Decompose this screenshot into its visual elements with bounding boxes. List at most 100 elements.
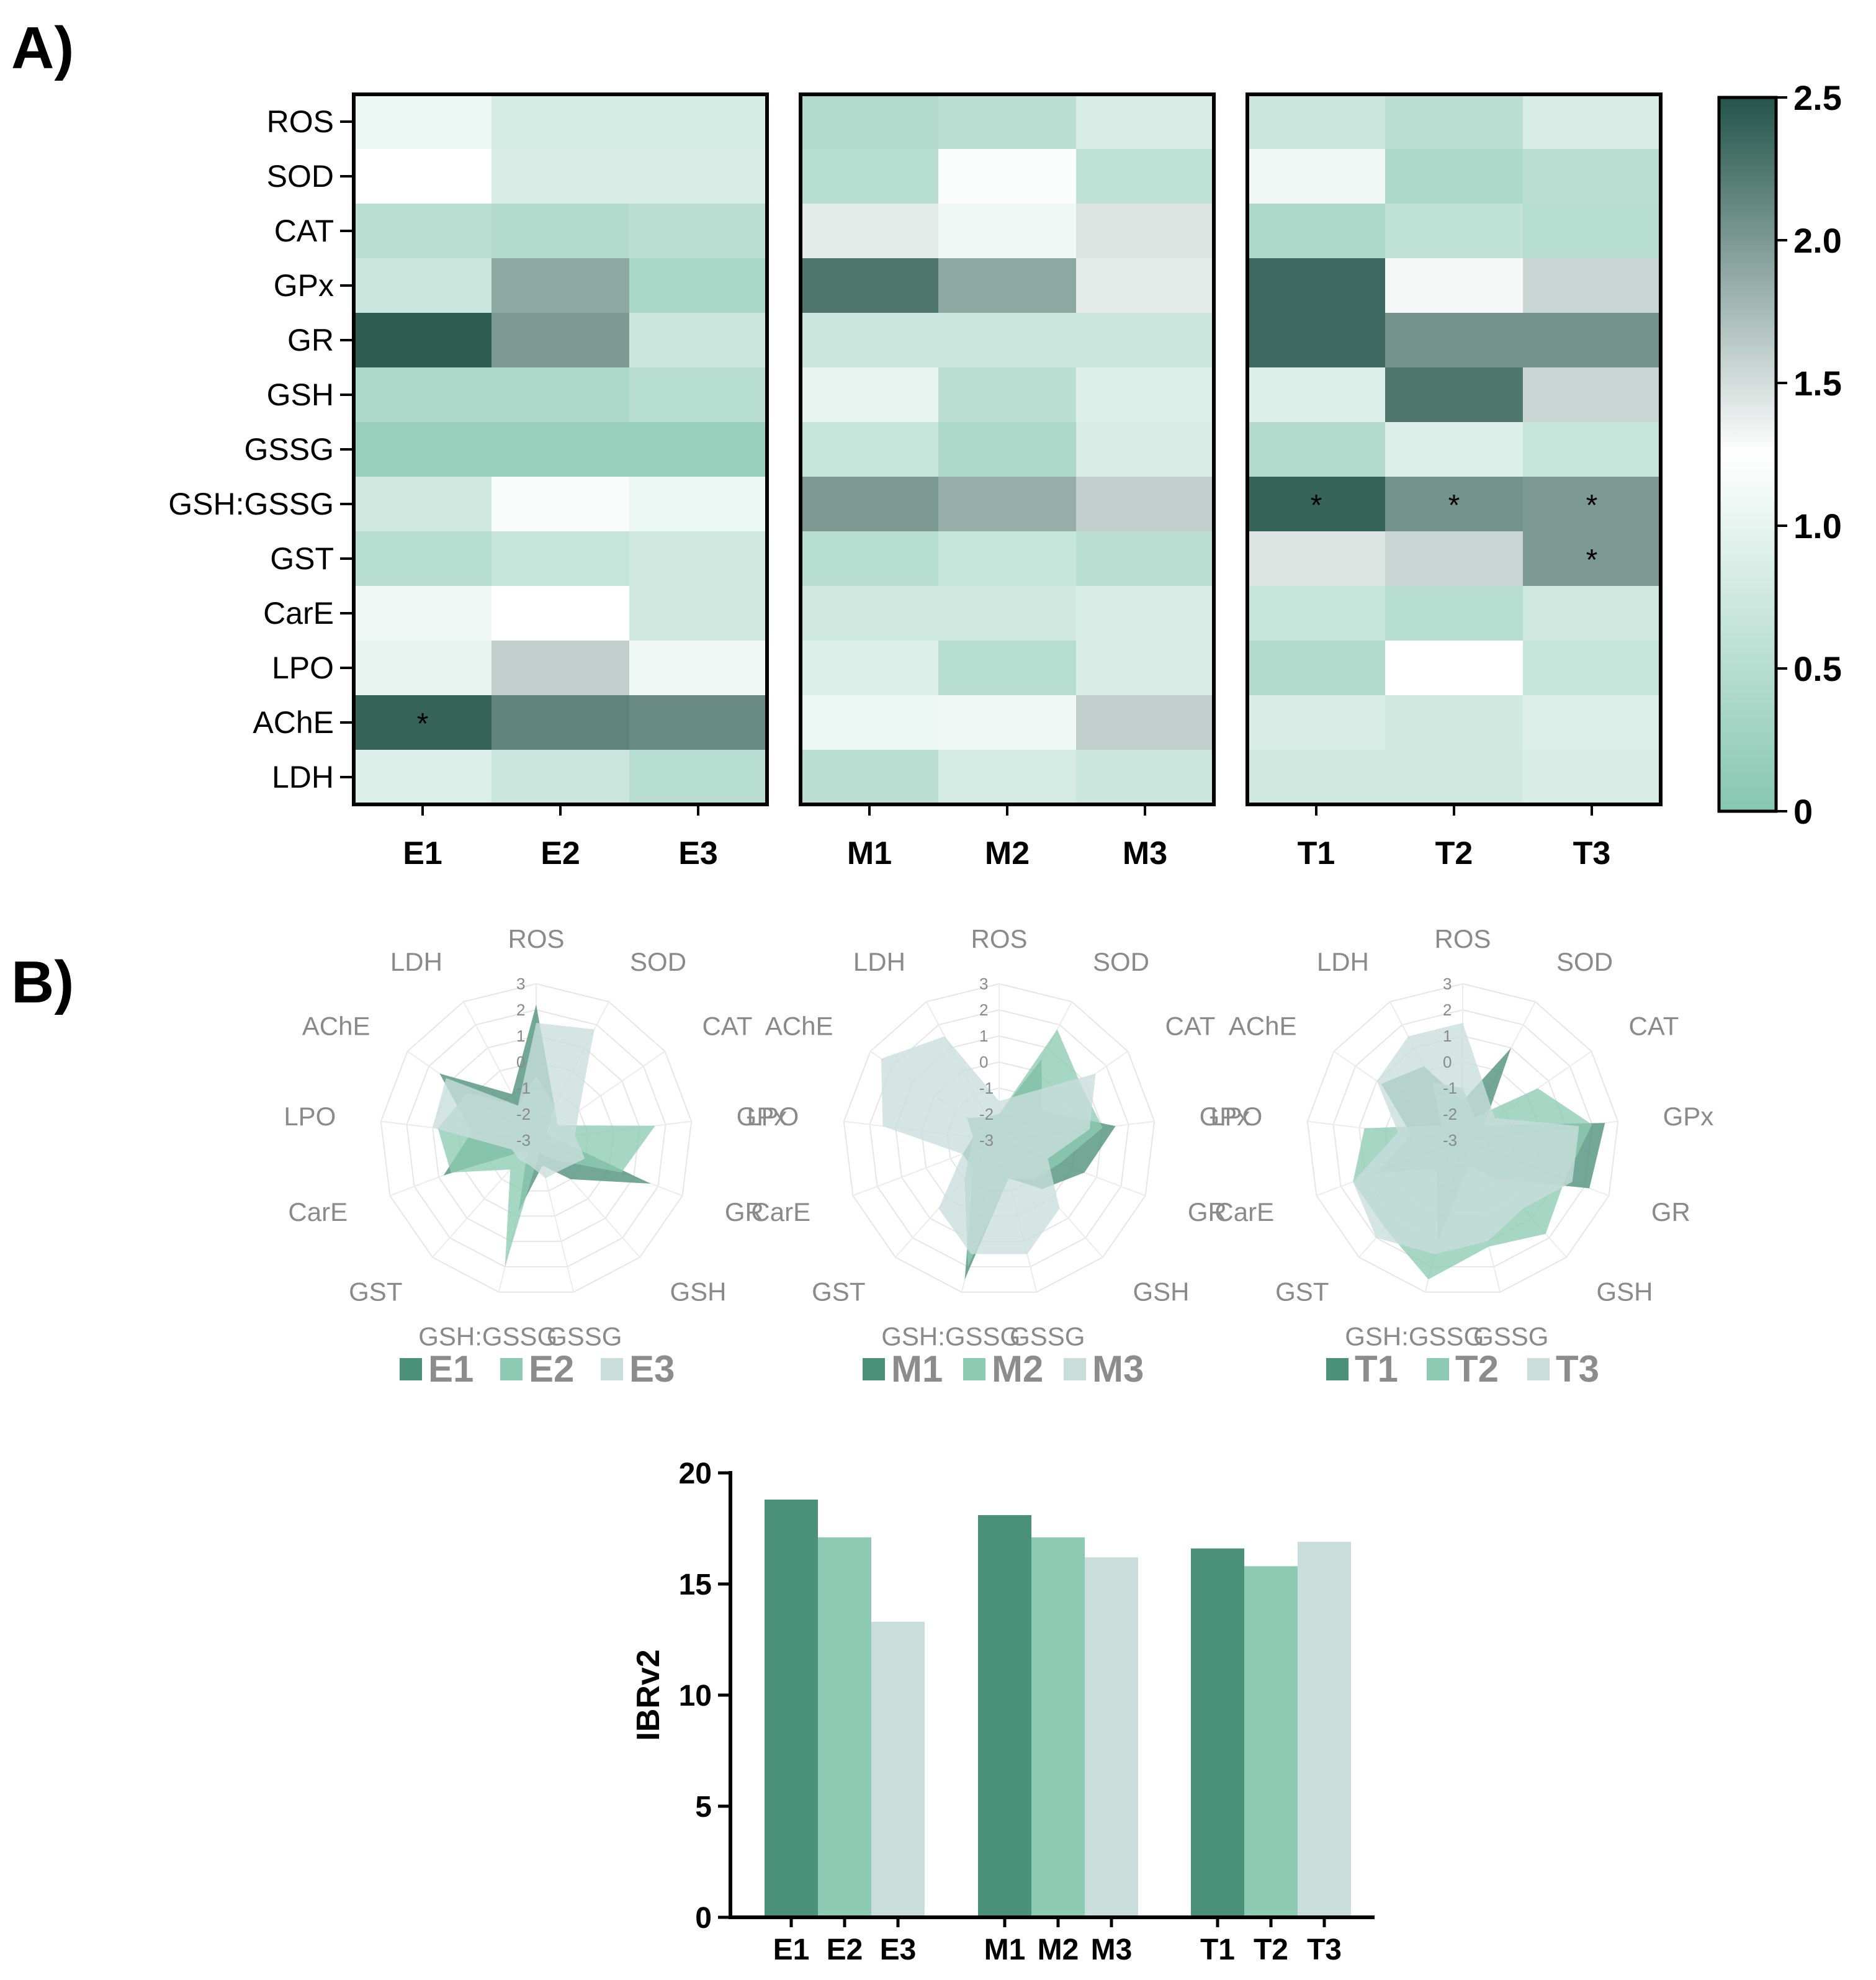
radar-axis-label: AChE: [302, 1011, 370, 1040]
heatmap-cell-M2-GSH:GSSG: [938, 477, 1077, 532]
significance-star: *: [1586, 544, 1598, 577]
legend-swatch-T3: [1527, 1358, 1550, 1380]
heatmap-cell-T3-GSSG: [1523, 422, 1661, 477]
radar-tick-label: 0: [516, 1053, 525, 1071]
bar-y-tick-label: 5: [695, 1791, 712, 1824]
radar-panel: 3210-1-2-3ROSSODCATGPxGRGSHGSSGGSH:GSSGG…: [284, 924, 1713, 1390]
radar-axis-label: GSH: [1597, 1277, 1653, 1306]
radar-axis-label: GSH:GSSG: [1345, 1322, 1484, 1351]
heatmap-cell-M1-GPx: [801, 258, 939, 313]
heatmap-cell-M3-GSH:GSSG: [1076, 477, 1214, 532]
heatmap-row-label: LPO: [272, 650, 334, 685]
radar-axis-label: LPO: [1210, 1102, 1262, 1131]
legend-swatch-T2: [1427, 1358, 1449, 1380]
heatmap-cell-T3-GST: [1523, 531, 1661, 587]
heatmap-cell-M3-GST: [1076, 531, 1214, 587]
heatmap-cell-M3-GSH: [1076, 367, 1214, 423]
bar-x-label: M2: [1038, 1933, 1079, 1966]
heatmap-cell-T2-AChE: [1385, 695, 1524, 750]
heatmap-group-1: * E1 E2 E3: [352, 92, 769, 871]
bar-M2: [1031, 1537, 1085, 1917]
legend-swatch-T1: [1326, 1358, 1349, 1380]
bar-y-tick-label: 10: [679, 1680, 712, 1712]
heatmap-cell-M2-LPO: [938, 641, 1077, 696]
radar-axis-label: AChE: [765, 1011, 833, 1040]
radar-axis-label: AChE: [1229, 1011, 1297, 1040]
heatmap-cell-T2-GPx: [1385, 258, 1524, 313]
bar-E2: [818, 1537, 871, 1917]
heatmap-cell-E2-LDH: [491, 750, 630, 805]
heatmap-cell-T1-LDH: [1247, 750, 1386, 805]
bar-x-label: E2: [827, 1933, 863, 1966]
heatmap-cell-M2-SOD: [938, 149, 1077, 204]
radar-axis-label: CarE: [1214, 1197, 1274, 1226]
colorbar-tick-label: 0: [1793, 792, 1813, 831]
heatmap-col-label: M3: [1123, 835, 1167, 871]
heatmap-cell-T1-GST: [1247, 531, 1386, 587]
bar-x-label: E3: [880, 1933, 917, 1966]
radar-tick-label: -1: [1443, 1079, 1457, 1097]
radar-tick-label: 3: [1443, 974, 1452, 993]
heatmap-row-label: GST: [270, 541, 334, 576]
radar-axis-label: CarE: [288, 1197, 348, 1226]
legend-swatch-E1: [400, 1358, 422, 1380]
legend-swatch-E2: [500, 1358, 523, 1380]
bar-y-tick-label: 20: [679, 1457, 712, 1490]
bar-y-axis-title: IBRv2: [631, 1649, 666, 1740]
colorbar-tick-label: 0.5: [1793, 649, 1842, 688]
radar-axis-label: GPx: [737, 1102, 788, 1131]
heatmap-col-label: M1: [847, 835, 892, 871]
bar-E3: [871, 1621, 925, 1917]
heatmap-cell-E3-LDH: [629, 750, 768, 805]
heatmap-cell-T1-SOD: [1247, 149, 1386, 204]
radar-tick-label: 1: [979, 1027, 988, 1045]
radar-axis-label: GSSG: [1473, 1322, 1548, 1351]
radar-axis-label: GST: [812, 1277, 865, 1306]
heatmap-cell-T2-LDH: [1385, 750, 1524, 805]
heatmap-cell-E3-GR: [629, 313, 768, 368]
heatmap-cell-T3-GSH:GSSG: [1523, 477, 1661, 532]
heatmap-cell-E1-SOD: [354, 149, 492, 204]
heatmap-cell-T1-ROS: [1247, 94, 1386, 150]
radar-grid-ring: [1332, 1009, 1593, 1267]
radar-tick-label: 2: [1443, 1001, 1452, 1019]
heatmap-cell-T2-CarE: [1385, 586, 1524, 641]
colorbar-tick-label: 2.0: [1793, 221, 1842, 260]
heatmap-row-label: GSH:GSSG: [168, 487, 334, 521]
radar-axis-label: GSSG: [1010, 1322, 1085, 1351]
radar-axis-label: GPx: [1663, 1102, 1714, 1131]
radar-axis-label: SOD: [630, 947, 686, 976]
heatmap-cell-M3-LDH: [1076, 750, 1214, 805]
heatmap-cell-T2-SOD: [1385, 149, 1524, 204]
heatmap-cell-E3-GST: [629, 531, 768, 587]
radar-axis-label: ROS: [1434, 924, 1491, 953]
heatmap-cell-E2-GR: [491, 313, 630, 368]
heatmap-cell-E1-GPx: [354, 258, 492, 313]
radar-axis-label: GSH:GSSG: [881, 1322, 1020, 1351]
heatmap-cell-E2-GPx: [491, 258, 630, 313]
radar-tick-label: -3: [979, 1131, 994, 1150]
heatmap-cell-E2-GSSG: [491, 422, 630, 477]
legend-swatch-M3: [1064, 1358, 1086, 1380]
radar-legend-3: T1 T2 T3: [1326, 1348, 1599, 1390]
bar-group-3: T1 T2 T3: [1191, 1541, 1351, 1966]
radar-tick-label: 2: [516, 1001, 525, 1019]
heatmap-cell-M2-GST: [938, 531, 1077, 587]
heatmap-cell-M1-LDH: [801, 750, 939, 805]
heatmap-cell-E2-GSH: [491, 367, 630, 423]
heatmap-cell-T2-GSSG: [1385, 422, 1524, 477]
radar-tick-label: 2: [979, 1001, 988, 1019]
heatmap-cell-T2-GSH: [1385, 367, 1524, 423]
bar-M1: [978, 1515, 1031, 1917]
radar-grid-ring: [843, 983, 1156, 1293]
heatmap-cell-M1-LPO: [801, 641, 939, 696]
heatmap-cell-E3-CarE: [629, 586, 768, 641]
significance-star: *: [1448, 489, 1460, 522]
radar-tick-label: 1: [1443, 1027, 1452, 1045]
heatmap-row-label: GR: [287, 323, 334, 358]
heatmap-cell-T1-GSH: [1247, 367, 1386, 423]
heatmap-cell-E2-CAT: [491, 204, 630, 259]
radar-axis-label: LPO: [284, 1102, 336, 1131]
radar-tick-label: 3: [979, 974, 988, 993]
